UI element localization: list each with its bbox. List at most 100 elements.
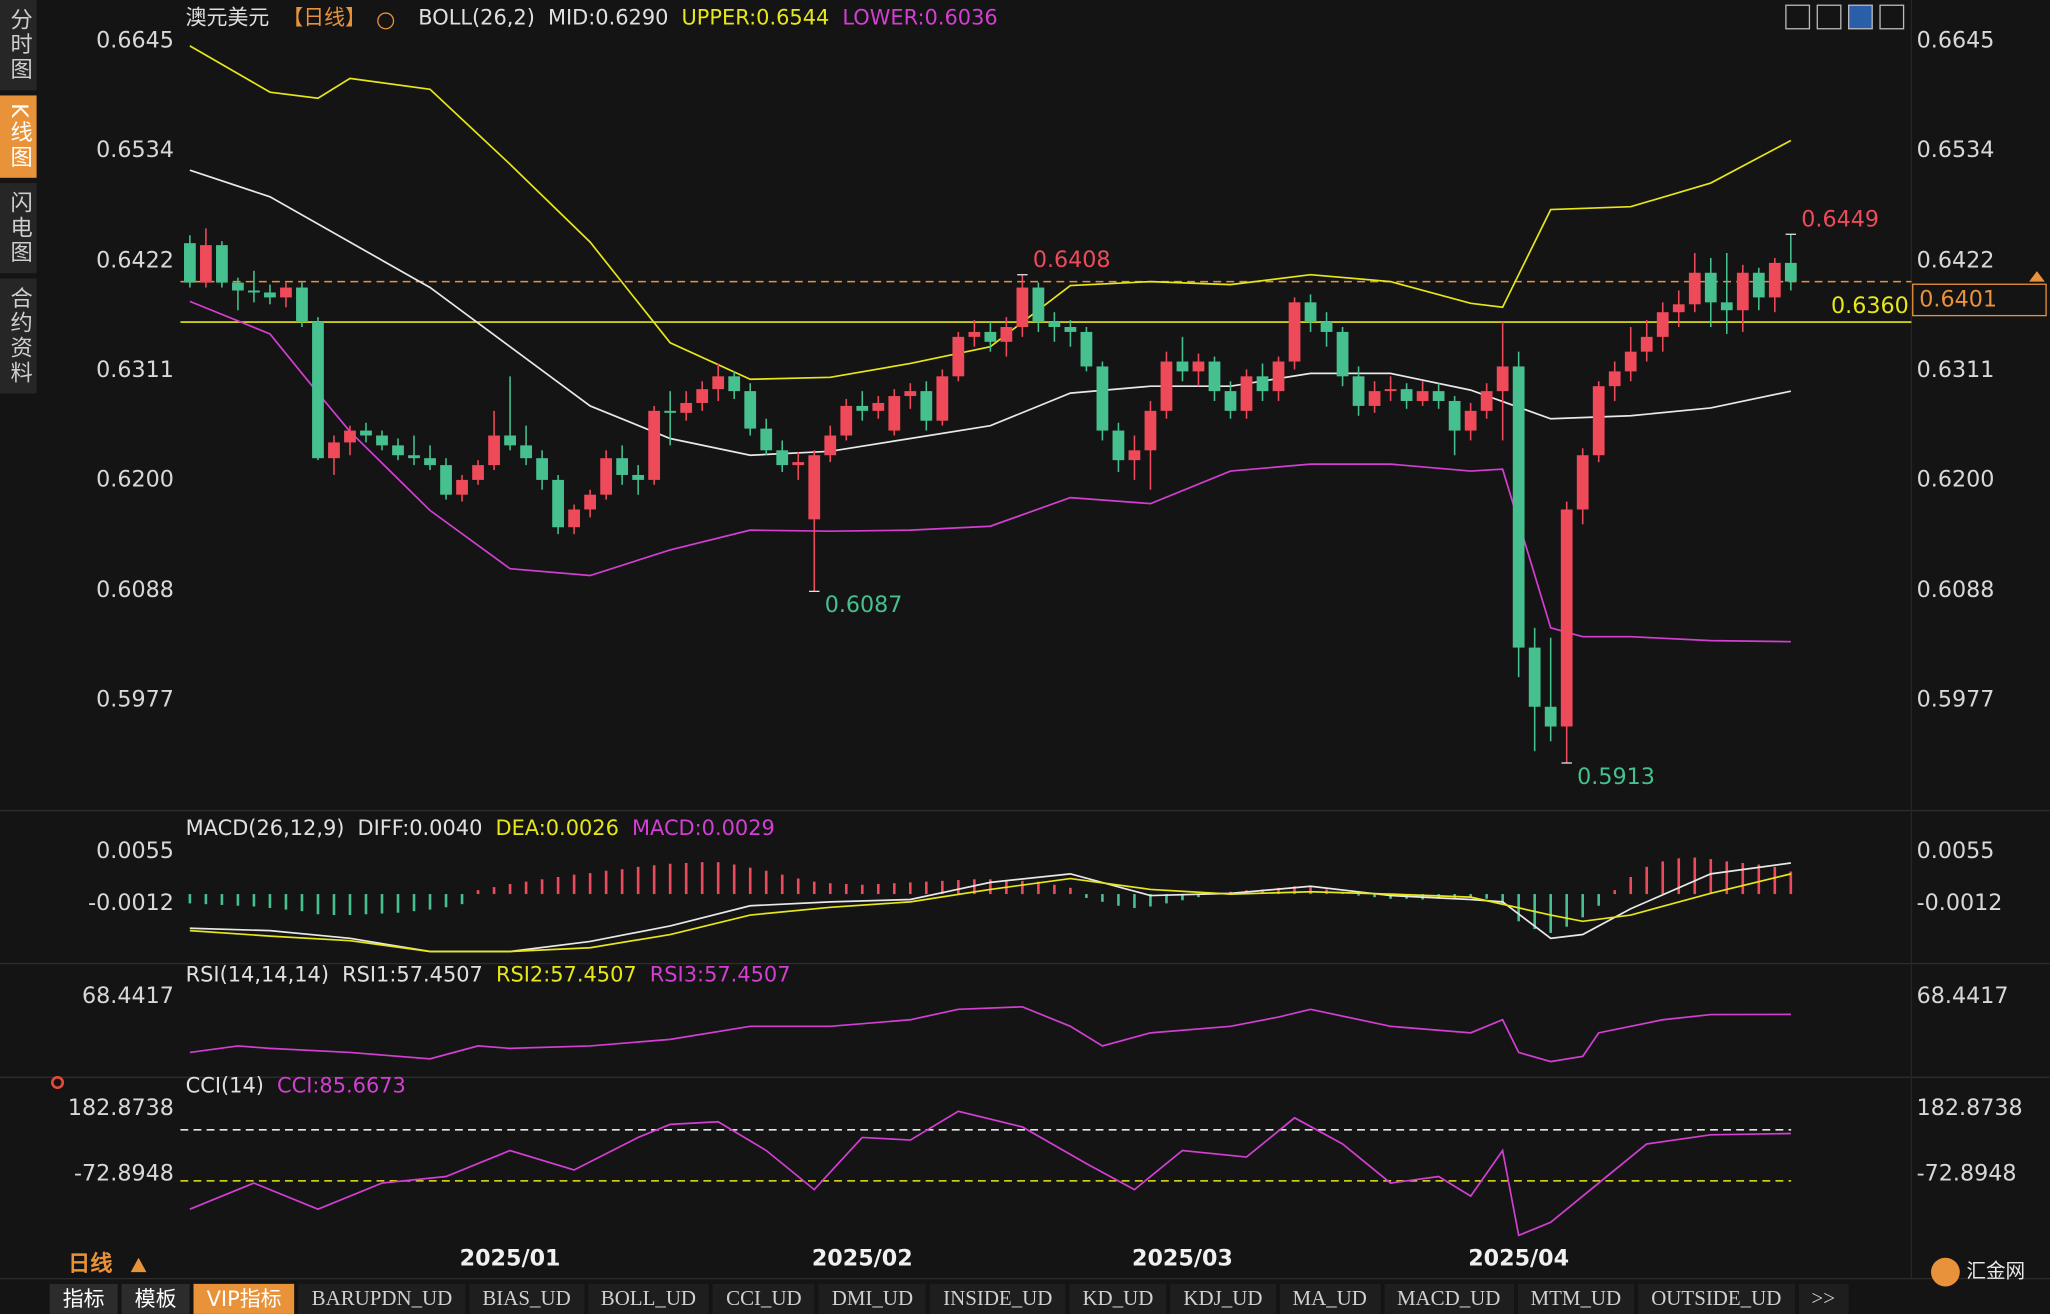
candle-body xyxy=(904,391,917,397)
candle-body xyxy=(1192,361,1205,372)
candle-body xyxy=(1288,302,1301,362)
candle-body xyxy=(1048,322,1061,328)
y-tick-label-right: 0.6311 xyxy=(1917,357,1995,383)
extreme-label: 0.6087 xyxy=(825,592,903,618)
candle-body xyxy=(504,435,516,446)
legend-entry: DIFF:0.0040 xyxy=(358,816,483,840)
candle-body xyxy=(600,458,613,495)
candle-body xyxy=(1448,400,1461,431)
candle-body xyxy=(1528,647,1541,707)
indicator-tab[interactable]: CCI_UD xyxy=(713,1283,815,1314)
legend-entry: RSI3:57.4507 xyxy=(650,962,791,986)
candle-body xyxy=(488,435,500,466)
candle-body xyxy=(1752,272,1765,298)
candle-body xyxy=(1176,361,1189,372)
period-button[interactable]: 日线 xyxy=(68,1250,112,1277)
legend-entry: UPPER:0.6544 xyxy=(682,5,830,29)
y-tick-label: 0.6534 xyxy=(96,137,174,163)
indicator-tab[interactable]: 指标 xyxy=(49,1283,118,1314)
icon[interactable] xyxy=(1785,4,1811,30)
y-tick-label-right: 0.6088 xyxy=(1917,577,1995,603)
logo-icon xyxy=(1931,1257,1960,1287)
legend-entry: MACD:0.0029 xyxy=(632,816,775,840)
candle-body xyxy=(1432,391,1445,401)
candle-body xyxy=(728,376,741,392)
indicator-tab[interactable]: MACD_UD xyxy=(1383,1283,1514,1314)
indicator-tab[interactable]: >> xyxy=(1798,1283,1849,1314)
candle-body xyxy=(952,336,965,377)
indicator-tab[interactable]: OUTSIDE_UD xyxy=(1638,1283,1795,1314)
candle-body xyxy=(648,410,661,480)
candle-body xyxy=(1272,361,1285,392)
indicator-tab[interactable]: KDJ_UD xyxy=(1170,1283,1276,1314)
extreme-label: 0.6408 xyxy=(1033,247,1111,273)
reference-label: 0.6360 xyxy=(1831,293,1909,319)
candle-body xyxy=(616,458,629,475)
x-tick-label: 2025/03 xyxy=(1132,1246,1233,1272)
candle-body xyxy=(664,410,677,413)
y-tick-label-right: 182.8738 xyxy=(1917,1095,2023,1121)
macd-line xyxy=(189,873,1792,953)
panel-title: RSI(14,14,14) xyxy=(186,962,329,986)
candle-body xyxy=(392,445,404,456)
candle-body xyxy=(376,435,388,446)
price-marker xyxy=(2029,271,2045,282)
panel-title: MACD(26,12,9) xyxy=(186,816,345,840)
candle-body xyxy=(1512,366,1525,648)
icon[interactable] xyxy=(1879,4,1905,30)
candle-body xyxy=(1384,389,1397,392)
candle-body xyxy=(792,462,805,466)
sidebar-tab[interactable]: 分时图 xyxy=(0,0,37,91)
indicator-tab[interactable]: MTM_UD xyxy=(1517,1283,1635,1314)
candle-body xyxy=(328,442,340,459)
extreme-label: 0.5913 xyxy=(1577,764,1655,790)
indicator-tab[interactable]: VIP指标 xyxy=(193,1283,295,1314)
candle-body xyxy=(552,479,564,528)
candle-body xyxy=(776,450,789,466)
indicator-tab[interactable]: 模板 xyxy=(121,1283,190,1314)
candle-body xyxy=(824,435,837,456)
sidebar-tab[interactable]: 闪电图 xyxy=(0,183,37,274)
legend-entry: CCI:85.6673 xyxy=(277,1073,406,1097)
panel-title: 澳元美元 xyxy=(186,5,270,29)
y-tick-label-right: 0.5977 xyxy=(1917,686,1995,712)
sidebar-tab[interactable]: K线图 xyxy=(0,95,37,179)
candle-body xyxy=(1368,391,1381,406)
candle-body xyxy=(1672,304,1685,313)
indicator-tab[interactable]: KD_UD xyxy=(1069,1283,1167,1314)
candle-body xyxy=(440,465,452,495)
indicator-tab[interactable]: BOLL_UD xyxy=(587,1283,710,1314)
candle-body xyxy=(344,430,356,443)
candle-body xyxy=(936,376,949,421)
candle-body xyxy=(1112,430,1125,461)
y-tick-label: 0.6422 xyxy=(96,247,174,273)
indicator-tab[interactable]: BARUPDN_UD xyxy=(298,1283,466,1314)
indicator-tab[interactable]: DMI_UD xyxy=(818,1283,927,1314)
candle-body xyxy=(472,465,484,480)
candle-body xyxy=(312,322,324,459)
candle-body xyxy=(680,402,693,413)
candle-body xyxy=(1336,331,1349,377)
candle-body xyxy=(712,376,725,390)
indicator-tabs: 指标 模板 VIP指标 BARUPDN_UD BIAS_UD BOLL_UD CCI_UD D… xyxy=(49,1283,1849,1314)
indicator-tab[interactable]: MA_UD xyxy=(1279,1283,1380,1314)
candle-body xyxy=(1608,371,1621,387)
candle-body xyxy=(1496,366,1509,392)
candle-body xyxy=(1080,331,1093,367)
candle-body xyxy=(1224,391,1237,411)
period-label: 【日线】 xyxy=(282,5,366,29)
candle-body xyxy=(1144,410,1157,451)
sidebar-tab[interactable]: 合约资料 xyxy=(0,278,37,394)
candle-body xyxy=(200,245,212,283)
icon[interactable] xyxy=(1848,4,1873,30)
indicator-tab[interactable]: INSIDE_UD xyxy=(930,1283,1066,1314)
indicator-tab[interactable]: BIAS_UD xyxy=(469,1283,584,1314)
candle-body xyxy=(184,243,196,283)
candle-body xyxy=(1768,262,1781,298)
icon[interactable] xyxy=(1816,4,1842,30)
candle-body xyxy=(696,389,709,403)
price-box xyxy=(1912,283,2047,317)
candle-body xyxy=(1016,287,1029,328)
